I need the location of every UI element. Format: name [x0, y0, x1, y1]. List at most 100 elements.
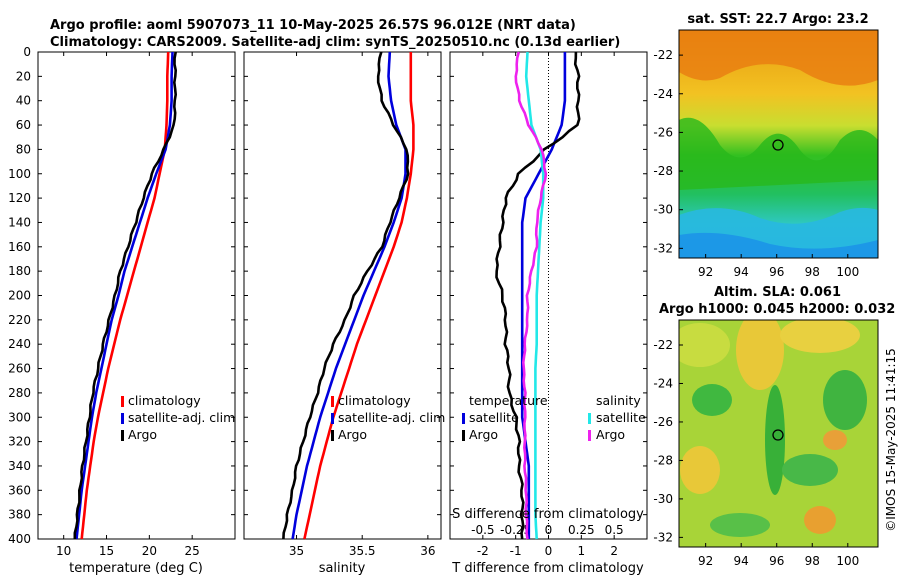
- x-tick-label: 15: [99, 544, 114, 558]
- x-top-tick-label: 0.25: [568, 523, 595, 537]
- difference-legend: temperature salinity satellite Argo sate…: [462, 393, 646, 442]
- map-x-tick-label: 94: [734, 554, 749, 568]
- sla-map-title-2: Argo h1000: 0.045 h2000: 0.032: [659, 302, 895, 317]
- legend-swatch-temp-argo: [462, 430, 465, 441]
- salinity-xlabel: salinity: [319, 561, 366, 576]
- depth-tick-label: 180: [8, 264, 31, 278]
- x-tick-label: 0: [545, 544, 553, 558]
- map-x-tick-label: 92: [698, 554, 713, 568]
- sla-map: [679, 320, 878, 547]
- legend-swatch-argo: [121, 430, 124, 441]
- depth-tick-label: 80: [16, 142, 31, 156]
- map-y-tick-label: -30: [653, 492, 673, 506]
- x-tick-label: 2: [610, 544, 618, 558]
- map-y-tick-label: -26: [653, 125, 673, 139]
- series-line-temperature-argo: [495, 51, 581, 540]
- series-line-argo: [73, 51, 177, 539]
- depth-tick-label: 320: [8, 435, 31, 449]
- map-y-tick-label: -24: [653, 376, 673, 390]
- series-line-argo: [282, 51, 410, 540]
- depth-tick-label: 200: [8, 289, 31, 303]
- x-tick-label: -2: [477, 544, 489, 558]
- legend-header-temperature: temperature: [469, 393, 548, 408]
- legend-climatology: climatology: [128, 393, 201, 408]
- difference-xlabel: T difference from climatology: [451, 561, 644, 576]
- sst-map: [679, 30, 878, 258]
- x-tick-label: -1: [510, 544, 522, 558]
- title-line-1: Argo profile: aoml 5907073_11 10-May-202…: [50, 18, 576, 33]
- legend-argo: Argo: [128, 427, 157, 442]
- series-line-satellite-adj-clim: [75, 51, 174, 540]
- depth-tick-label: 140: [8, 215, 31, 229]
- depth-axis: 0 20 40 60 80 100 120 140 160 180 200 220 240 260 280 3…: [8, 45, 647, 546]
- map-y-tick-label: -28: [653, 453, 673, 467]
- depth-tick-label: 20: [16, 69, 31, 83]
- series-lines: [73, 51, 581, 540]
- x-tick-label: 1: [578, 544, 586, 558]
- depth-tick-label: 260: [8, 362, 31, 376]
- map-y-tick-label: -22: [653, 48, 673, 62]
- depth-tick-label: 400: [8, 532, 31, 546]
- x-tick-label: 35: [289, 544, 304, 558]
- map-y-tick-label: -30: [653, 203, 673, 217]
- map-y-tick-label: -22: [653, 338, 673, 352]
- depth-tick-label: 0: [23, 45, 31, 59]
- timestamp: ©IMOS 15-May-2025 11:41:15: [884, 348, 898, 532]
- series-line-climatology: [303, 52, 415, 540]
- map-x-tick-label: 98: [805, 554, 820, 568]
- map-x-tick-label: 100: [836, 265, 859, 279]
- depth-tick-label: 360: [8, 483, 31, 497]
- sla-map-axes: 92 94 96 98 100 -22 -24 -26 -28 -30 -32: [653, 338, 859, 568]
- legend-temp-argo: Argo: [469, 427, 498, 442]
- legend-swatch-temp-satellite: [462, 413, 465, 424]
- temperature-panel: [37, 51, 236, 540]
- temperature-xlabel: temperature (deg C): [69, 561, 203, 576]
- x-tick-label: 25: [185, 544, 200, 558]
- legend-satellite: satellite-adj. clim: [338, 410, 445, 425]
- sla-map-title-1: Altim. SLA: 0.061: [714, 285, 841, 300]
- x-tick-label: 10: [56, 544, 71, 558]
- series-line-salinity-argo: [514, 51, 548, 540]
- salinity-panel: [243, 51, 442, 540]
- legend-swatch-sal-argo: [588, 430, 591, 441]
- sst-argo-marker: [772, 139, 784, 151]
- legend-swatch-climatology: [331, 396, 334, 407]
- legend-argo: Argo: [338, 427, 367, 442]
- map-y-tick-label: -26: [653, 415, 673, 429]
- legend-sal-satellite: satellite: [596, 410, 646, 425]
- x-tick-label: 35.5: [349, 544, 376, 558]
- depth-tick-label: 160: [8, 240, 31, 254]
- temperature-legend: climatology satellite-adj. clim Argo: [121, 393, 235, 442]
- x-top-tick-label: -0.5: [471, 523, 494, 537]
- x-tick-label: 20: [142, 544, 157, 558]
- legend-swatch-sal-satellite: [588, 413, 591, 424]
- map-y-tick-label: -24: [653, 87, 673, 101]
- depth-tick-label: 40: [16, 94, 31, 108]
- sst-map-title: sat. SST: 22.7 Argo: 23.2: [687, 12, 868, 27]
- map-x-tick-label: 96: [769, 554, 784, 568]
- legend-climatology: climatology: [338, 393, 411, 408]
- depth-tick-label: 60: [16, 118, 31, 132]
- map-x-tick-label: 96: [769, 265, 784, 279]
- depth-tick-label: 120: [8, 191, 31, 205]
- depth-tick-label: 220: [8, 313, 31, 327]
- series-line-temperature-satellite: [520, 52, 567, 539]
- map-x-tick-label: 98: [805, 265, 820, 279]
- legend-satellite: satellite-adj. clim: [128, 410, 235, 425]
- map-y-tick-label: -28: [653, 164, 673, 178]
- title-line-2: Climatology: CARS2009. Satellite-adj cli…: [50, 35, 620, 50]
- difference-xlabel-top: S difference from climatology: [452, 507, 644, 522]
- legend-header-salinity: salinity: [596, 393, 641, 408]
- map-y-tick-label: -32: [653, 241, 673, 255]
- legend-swatch-climatology: [121, 396, 124, 407]
- map-x-tick-label: 94: [734, 265, 749, 279]
- depth-tick-label: 240: [8, 337, 31, 351]
- depth-tick-label: 380: [8, 508, 31, 522]
- sla-argo-marker: [772, 429, 784, 441]
- legend-swatch-argo: [331, 430, 334, 441]
- depth-tick-label: 340: [8, 459, 31, 473]
- legend-swatch-satellite: [331, 413, 334, 424]
- map-x-tick-label: 92: [698, 265, 713, 279]
- depth-tick-label: 300: [8, 410, 31, 424]
- map-x-tick-label: 100: [836, 554, 859, 568]
